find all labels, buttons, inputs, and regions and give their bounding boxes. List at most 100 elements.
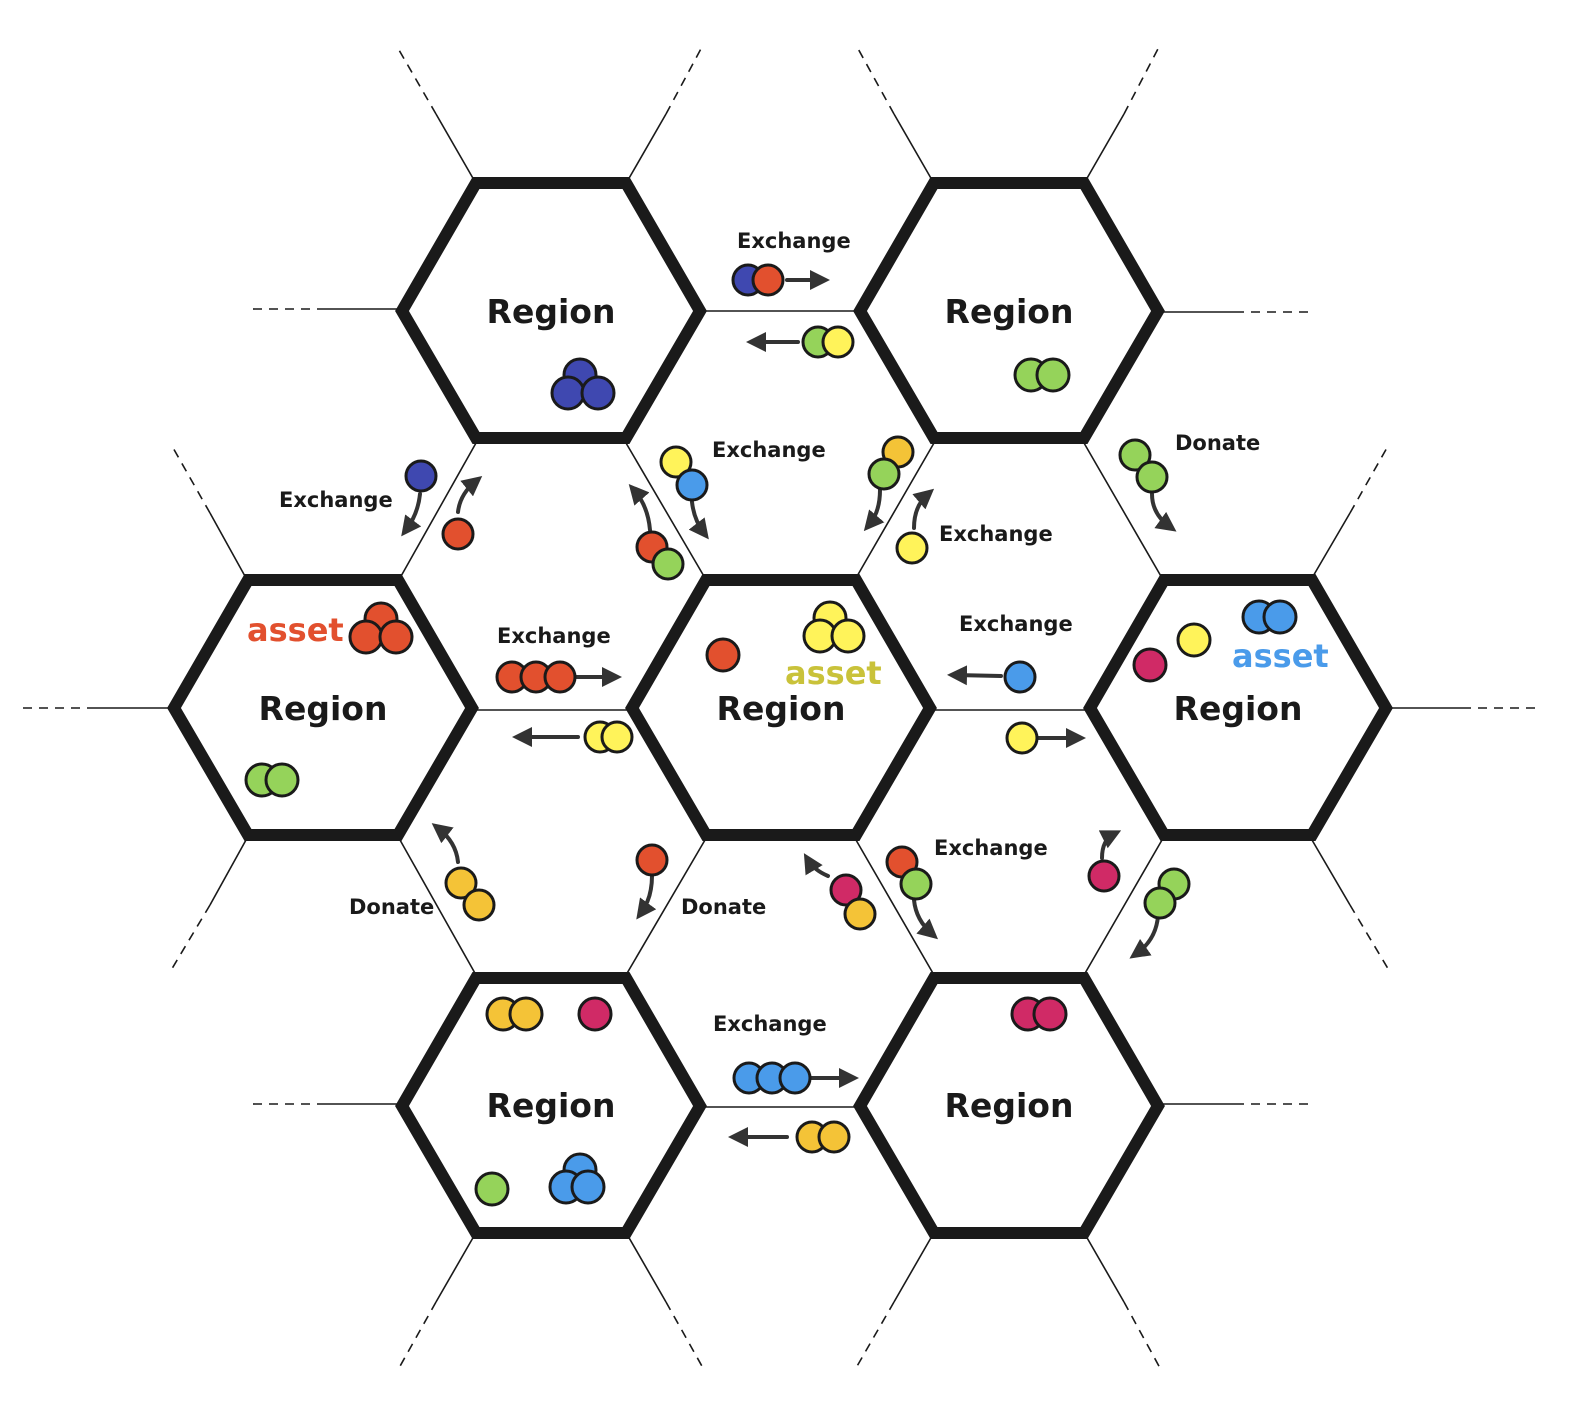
flow-coin: [462, 888, 496, 922]
asset-label-middle-right: asset: [1232, 637, 1329, 675]
asset-label-center: asset: [785, 654, 882, 692]
edge-stub: [1085, 113, 1125, 181]
flow-coin: [1135, 460, 1169, 494]
flow-label-upper-left: Exchange: [279, 488, 393, 512]
edge-stub-dashed: [1349, 904, 1391, 973]
asset-coin: [550, 375, 586, 411]
flow-label-top-pair: Exchange: [737, 229, 851, 253]
flow-coin: [821, 325, 855, 359]
asset-coin: [577, 996, 613, 1032]
flow-coin: [817, 1120, 851, 1154]
flow-label-upper-center-right: Exchange: [939, 522, 1053, 546]
region-label-bottom-left: Region: [487, 1086, 616, 1125]
edge-stub: [893, 1235, 933, 1303]
flow-coin: [600, 720, 634, 754]
curved-arrow-down-icon: [401, 492, 422, 537]
connector: [625, 839, 706, 976]
flow-coin: [895, 531, 929, 565]
curved-arrow-down-icon: [912, 898, 939, 940]
edge-stub: [1311, 512, 1351, 579]
curved-arrow-down-icon: [1129, 914, 1160, 959]
region-hex-top-right: [853, 177, 1165, 444]
region-label-center: Region: [717, 689, 846, 728]
flow-coin: [899, 867, 933, 901]
edge-stub: [435, 1235, 475, 1303]
asset-coin: [1176, 622, 1212, 658]
curved-arrow-down-icon: [863, 488, 885, 532]
edge-stub: [209, 839, 247, 906]
flow-coin: [867, 457, 901, 491]
curved-arrow-up-icon: [1098, 830, 1122, 860]
flow-label-lower-left: Donate: [349, 895, 434, 919]
edge-stub: [1311, 839, 1351, 906]
edge-stub-dashed: [855, 44, 895, 115]
edge-stub-dashed: [1349, 445, 1389, 514]
edge-stub-dashed: [398, 49, 437, 115]
flow-coin: [441, 517, 475, 551]
flow-coin: [651, 547, 685, 581]
flow-arrows: [401, 270, 1177, 1147]
flow-coin: [829, 873, 863, 907]
asset-coin: [705, 637, 741, 673]
curved-arrow-up-icon: [912, 488, 935, 530]
curved-arrow-down-icon: [636, 874, 657, 920]
asset-coin: [1035, 357, 1071, 393]
edge-stub-dashed: [665, 44, 704, 115]
asset-coin: [580, 375, 616, 411]
flow-label-lower-center-right: Exchange: [934, 836, 1048, 860]
edge-stub: [435, 113, 475, 181]
flow-label-bottom-pair: Exchange: [713, 1012, 827, 1036]
edge-stub-dashed: [855, 1301, 895, 1369]
flow-coin: [1143, 886, 1177, 920]
connector: [855, 442, 935, 579]
flow-coin: [751, 263, 785, 297]
flow-labels: Exchange Exchange Exchange Exchange Dona…: [279, 229, 1260, 1036]
region-hex-middle-right: [1083, 574, 1393, 841]
flow-coin: [1003, 660, 1037, 694]
connector: [399, 839, 477, 976]
flow-coin: [843, 897, 877, 931]
edge-stub: [627, 1235, 667, 1303]
curved-arrow-up-icon: [456, 475, 483, 514]
region-label-middle-right: Region: [1174, 689, 1303, 728]
connector-lines: [18, 44, 1540, 1369]
asset-coins: [244, 263, 1298, 1207]
curved-arrow-down-icon: [1150, 492, 1177, 532]
flow-coin: [635, 843, 669, 877]
edge-stub-dashed: [398, 1301, 437, 1369]
connector: [625, 442, 706, 579]
flow-coin: [778, 1061, 812, 1095]
asset-coin: [1032, 996, 1068, 1032]
edge-stub: [893, 113, 933, 181]
region-label-top-left: Region: [487, 292, 616, 331]
edge-stub-dashed: [1123, 1301, 1161, 1369]
region-hex-bottom-left: [395, 972, 707, 1239]
asset-coin: [378, 619, 414, 655]
curved-arrow-up-icon: [628, 483, 652, 532]
flow-label-middle-right: Exchange: [959, 612, 1073, 636]
connector: [1083, 839, 1163, 976]
edge-stub: [209, 512, 247, 579]
region-label-middle-left: Region: [259, 689, 388, 728]
flow-coin: [444, 866, 478, 900]
region-hex-top-left: [395, 177, 707, 444]
region-hex-bottom-right: [853, 972, 1165, 1239]
edge-stub-dashed: [169, 904, 211, 973]
flow-coin: [1087, 859, 1121, 893]
edge-stub-dashed: [171, 445, 211, 514]
edge-stub-dashed: [665, 1301, 704, 1369]
asset-coin: [474, 1171, 510, 1207]
arrow-left-icon: [947, 665, 1003, 686]
flow-coin: [675, 468, 709, 502]
curved-arrow-up-icon: [431, 823, 460, 864]
asset-coin: [264, 762, 300, 798]
asset-coin: [570, 1169, 606, 1205]
asset-coin: [1262, 599, 1298, 635]
flow-label-lower-center: Donate: [681, 895, 766, 919]
connector: [855, 839, 935, 976]
edge-stub: [1085, 1235, 1125, 1303]
asset-coin: [1132, 647, 1168, 683]
curved-arrow-down-icon: [688, 500, 709, 540]
flow-coin: [1118, 438, 1152, 472]
